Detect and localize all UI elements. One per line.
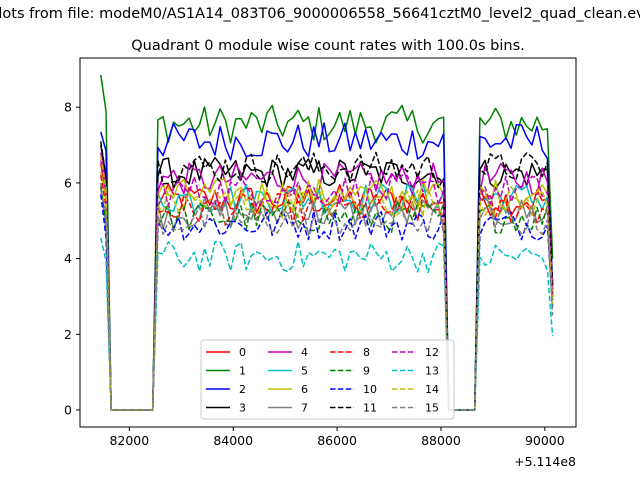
axes-frame (79, 57, 577, 428)
plot-lines (100, 74, 554, 411)
x-offset-label: +5.114e8 (514, 454, 576, 469)
x-axis: 82000 84000 86000 88000 90000 (109, 427, 565, 448)
legend-label-2: 2 (239, 383, 246, 396)
x-tick-label: 82000 (109, 433, 149, 448)
y-tick-label: 2 (64, 327, 72, 342)
legend-label-14: 14 (425, 383, 439, 396)
legend-label-10: 10 (363, 383, 377, 396)
series-line-15 (100, 190, 554, 411)
legend-label-3: 3 (239, 402, 246, 415)
series-line-11 (100, 141, 554, 411)
legend-label-1: 1 (239, 365, 246, 378)
legend-label-6: 6 (301, 383, 308, 396)
legend-label-13: 13 (425, 365, 439, 378)
x-tick-label: 86000 (317, 433, 357, 448)
legend-label-7: 7 (301, 402, 308, 415)
legend-label-15: 15 (425, 402, 439, 415)
legend-label-9: 9 (363, 365, 370, 378)
x-tick-label: 90000 (525, 433, 565, 448)
legend-box (200, 339, 455, 420)
x-tick-label: 84000 (213, 433, 253, 448)
legend-label-0: 0 (239, 346, 246, 359)
series-line-14 (100, 156, 554, 411)
series-line-10 (100, 194, 554, 411)
legend-label-8: 8 (363, 346, 370, 359)
figure-suptitle: Plots from file: modeM0/AS1A14_083T06_90… (0, 6, 640, 22)
legend-label-12: 12 (425, 346, 439, 359)
x-tick-label: 88000 (421, 433, 461, 448)
axes-title: Quadrant 0 module wise count rates with … (131, 38, 525, 54)
y-axis: 0 2 4 6 8 (64, 100, 80, 417)
y-tick-label: 0 (64, 402, 72, 417)
legend-label-4: 4 (301, 346, 308, 359)
legend-label-5: 5 (301, 365, 308, 378)
y-tick-label: 8 (64, 100, 72, 115)
y-tick-label: 6 (64, 175, 72, 190)
legend-label-11: 11 (363, 402, 377, 415)
y-tick-label: 4 (64, 251, 72, 266)
